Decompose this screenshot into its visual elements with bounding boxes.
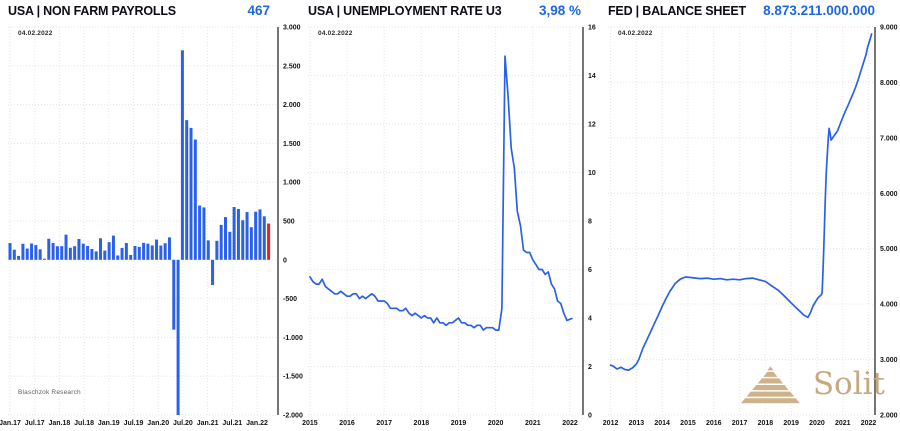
svg-text:6: 6 — [588, 267, 592, 274]
svg-text:14: 14 — [588, 73, 596, 80]
svg-text:2022: 2022 — [861, 420, 877, 427]
svg-text:Jul.17: Jul.17 — [25, 420, 45, 427]
svg-text:10: 10 — [588, 170, 596, 177]
svg-text:4: 4 — [588, 316, 592, 323]
svg-text:Jan.22: Jan.22 — [246, 420, 268, 427]
svg-text:2016: 2016 — [339, 420, 355, 427]
svg-text:0: 0 — [588, 413, 592, 420]
svg-text:6.000: 6.000 — [880, 191, 898, 198]
svg-text:2020: 2020 — [809, 420, 825, 427]
svg-text:1.500: 1.500 — [283, 141, 301, 148]
svg-text:3.000: 3.000 — [880, 357, 898, 364]
svg-text:2017: 2017 — [732, 420, 748, 427]
fed-balance-sheet-line-chart: 9.000 8.000 7.000 6.000 5.000 4.000 3.000 2.000… — [603, 25, 898, 428]
panel-fed-balance-sheet: 9.000 8.000 7.000 6.000 5.000 4.000 3.000 2.000… — [600, 0, 900, 431]
svg-text:2.000: 2.000 — [283, 102, 301, 109]
solit-logo-text: Solit — [812, 365, 885, 402]
svg-text:9.000: 9.000 — [880, 25, 898, 32]
solit-logo: Solit — [740, 360, 885, 408]
svg-text:500: 500 — [283, 219, 295, 226]
svg-text:Jan.19: Jan.19 — [98, 420, 120, 427]
svg-text:2017: 2017 — [376, 420, 392, 427]
svg-text:Jul.18: Jul.18 — [74, 420, 94, 427]
svg-text:Jan.20: Jan.20 — [147, 420, 169, 427]
chart-latest-value: 3,98 % — [538, 3, 581, 18]
svg-text:2013: 2013 — [629, 420, 645, 427]
nonfarm-payrolls-bar-chart: 3.000 2.500 2.000 1.500 1.000 500 0 -500 -1.000 -… — [0, 25, 303, 428]
svg-text:2016: 2016 — [706, 420, 722, 427]
svg-text:2012: 2012 — [603, 420, 619, 427]
chart-title: USA | NON FARM PAYROLLS — [8, 4, 176, 18]
chart-latest-value: 8.873.211.000.000 — [763, 3, 875, 18]
svg-text:2020: 2020 — [488, 420, 504, 427]
unemployment-rate-line-chart: 16 14 12 10 8 6 4 2 0 2015 2016 2017 2018 2019 2020 202… — [302, 25, 596, 428]
panel-unemployment-rate: 16 14 12 10 8 6 4 2 0 2015 2016 2017 2018 2019 2020 202… — [300, 0, 600, 431]
svg-text:2.000: 2.000 — [880, 413, 898, 420]
solit-pyramid-icon — [741, 366, 800, 404]
svg-text:5.000: 5.000 — [880, 246, 898, 253]
svg-text:2018: 2018 — [758, 420, 774, 427]
svg-text:Jan.17: Jan.17 — [0, 420, 21, 427]
date-label: 04.02.2022 — [618, 30, 653, 37]
svg-text:Jul.19: Jul.19 — [124, 420, 144, 427]
svg-text:4.000: 4.000 — [880, 302, 898, 309]
svg-text:Jul.21: Jul.21 — [222, 420, 242, 427]
svg-text:2022: 2022 — [562, 420, 578, 427]
svg-text:-1.500: -1.500 — [283, 374, 303, 381]
svg-text:8.000: 8.000 — [880, 80, 898, 87]
svg-text:Jan.21: Jan.21 — [197, 420, 219, 427]
svg-text:12: 12 — [588, 122, 596, 129]
svg-text:-2.000: -2.000 — [283, 413, 303, 420]
svg-text:2.500: 2.500 — [283, 63, 301, 70]
svg-text:2: 2 — [588, 364, 592, 371]
svg-text:0: 0 — [283, 257, 287, 264]
svg-text:2021: 2021 — [835, 420, 851, 427]
svg-text:2015: 2015 — [302, 420, 318, 427]
svg-text:8: 8 — [588, 219, 592, 226]
svg-text:Jul.20: Jul.20 — [173, 420, 193, 427]
research-credit-label: Blaschzok Research — [18, 389, 81, 396]
date-label: 04.02.2022 — [18, 30, 53, 37]
svg-text:2019: 2019 — [451, 420, 467, 427]
svg-text:2021: 2021 — [525, 420, 541, 427]
chart-title: FED | BALANCE SHEET — [608, 4, 746, 18]
svg-text:-1.000: -1.000 — [283, 335, 303, 342]
svg-text:16: 16 — [588, 25, 596, 32]
chart-latest-value: 467 — [247, 3, 270, 18]
svg-text:2019: 2019 — [783, 420, 799, 427]
date-label: 04.02.2022 — [318, 30, 353, 37]
panel-nonfarm-payrolls: 3.000 2.500 2.000 1.500 1.000 500 0 -500 -1.000 -… — [0, 0, 303, 431]
chart-title: USA | UNEMPLOYMENT RATE U3 — [308, 4, 502, 18]
svg-text:-500: -500 — [283, 296, 297, 303]
svg-text:2015: 2015 — [680, 420, 696, 427]
svg-text:3.000: 3.000 — [283, 25, 301, 32]
svg-text:7.000: 7.000 — [880, 135, 898, 142]
svg-text:1.000: 1.000 — [283, 180, 301, 187]
svg-text:2018: 2018 — [414, 420, 430, 427]
svg-text:Jan.18: Jan.18 — [49, 420, 71, 427]
svg-text:2014: 2014 — [654, 420, 670, 427]
